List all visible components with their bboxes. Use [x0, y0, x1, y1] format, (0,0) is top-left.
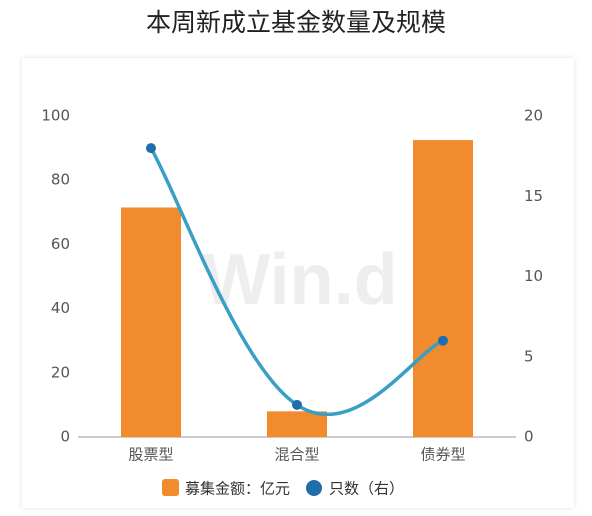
line-point: [146, 143, 156, 154]
line-point: [438, 335, 448, 346]
y2-tick-label: 15: [524, 187, 543, 205]
y2-tick-label: 5: [524, 347, 534, 365]
legend-swatch: [162, 479, 179, 496]
bar: [121, 207, 181, 437]
y2-tick-label: 10: [524, 267, 543, 285]
legend-swatch: [306, 480, 323, 496]
y-tick-label: 20: [51, 363, 70, 381]
bar: [413, 140, 473, 437]
y-tick-label: 0: [60, 428, 70, 446]
y-tick-label: 80: [51, 171, 70, 189]
y2-tick-label: 0: [524, 428, 534, 446]
y-tick-label: 40: [51, 299, 70, 317]
line: [149, 147, 444, 416]
x-tick-label: 债券型: [420, 446, 465, 464]
y2-tick-label: 20: [524, 107, 543, 125]
legend-label: 只数（右）: [329, 480, 404, 498]
y-tick-label: 100: [41, 107, 70, 125]
x-tick-label: 股票型: [128, 446, 173, 464]
x-tick-label: 混合型: [274, 446, 319, 464]
bar: [267, 411, 327, 437]
line-point: [292, 399, 302, 410]
watermark: Win.d: [202, 240, 397, 320]
legend-label: 募集金额：亿元: [185, 480, 290, 498]
chart-title: 本周新成立基金数量及规模: [146, 8, 446, 37]
y-tick-label: 60: [51, 235, 70, 253]
